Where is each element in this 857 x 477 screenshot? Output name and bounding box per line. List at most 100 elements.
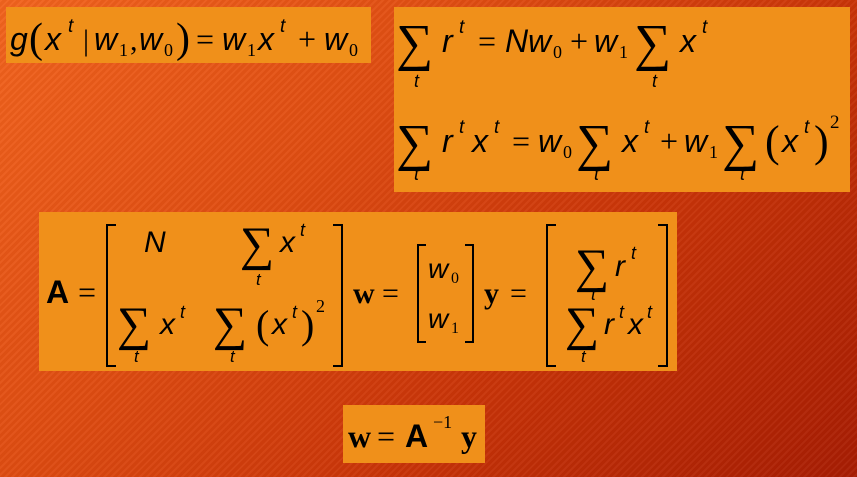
math-symbol-eq: =	[78, 274, 96, 310]
math-symbol-r: r	[442, 123, 454, 159]
solution-box	[343, 405, 485, 463]
math-symbol-y: y	[461, 418, 477, 454]
math-symbol-sigma: ∑	[396, 15, 433, 72]
math-symbol-one: 1	[619, 42, 628, 62]
math-symbol-x: x	[43, 21, 62, 57]
math-symbol-sigma: ∑	[117, 298, 151, 351]
math-symbol-w: w	[222, 21, 247, 57]
math-symbol-t: t	[619, 302, 625, 322]
math-symbol-x: x	[158, 308, 176, 341]
math-symbol-x: x	[270, 308, 288, 341]
math-symbol-eq: =	[510, 277, 527, 310]
math-symbol-t: t	[414, 71, 420, 91]
math-symbol-eq: =	[196, 21, 214, 57]
math-symbol-t: t	[280, 16, 286, 37]
math-symbol-t: t	[581, 347, 587, 366]
math-symbol-two: 2	[316, 296, 325, 316]
math-symbol-g: g	[10, 21, 28, 57]
matrix-A-left-bracket	[106, 224, 116, 367]
math-symbol-eq: =	[377, 418, 395, 454]
math-symbol-t: t	[740, 164, 746, 184]
math-symbol-one: 1	[247, 40, 256, 60]
math-symbol-w: w	[348, 418, 371, 454]
vector-y-definition: y = ∑ t r t ∑ t r t x t	[484, 224, 668, 367]
math-symbol-t: t	[702, 17, 708, 38]
math-symbol-w: w	[428, 253, 450, 284]
math-symbol-lparen: (	[29, 16, 43, 62]
math-symbol-t: t	[180, 302, 186, 322]
math-symbol-t: t	[230, 347, 236, 366]
math-symbol-one: 1	[119, 40, 128, 60]
math-symbol-x: x	[780, 123, 799, 159]
math-symbol-sigma: ∑	[634, 15, 671, 72]
vector-w-right-bracket	[465, 244, 474, 343]
math-symbol-sigma: ∑	[240, 218, 274, 271]
math-symbol-y: y	[484, 277, 499, 310]
math-symbol-N: N	[144, 226, 166, 259]
math-symbol-x: x	[678, 23, 697, 59]
math-symbol-zero: 0	[451, 270, 459, 287]
math-symbol-sigma: ∑	[565, 298, 599, 351]
math-symbol-t: t	[647, 302, 653, 322]
math-symbol-w: w	[353, 277, 375, 310]
math-symbol-zero: 0	[553, 42, 562, 62]
math-symbol-sigma: ∑	[575, 240, 609, 293]
math-symbol-plus: +	[660, 123, 678, 159]
matrix-A-definition: A = N ∑ t x t ∑ t x t ∑ t ( x t ) 2	[46, 218, 343, 367]
math-symbol-sigma: ∑	[722, 115, 759, 172]
math-symbol-eq: =	[512, 123, 530, 159]
model-equation-box	[6, 7, 371, 63]
math-symbol-rparen: )	[176, 16, 190, 62]
math-symbol-zero: 0	[563, 142, 572, 162]
math-symbol-x: x	[470, 123, 489, 159]
normal-equations-box	[394, 7, 850, 192]
math-symbol-rparen: )	[814, 117, 829, 166]
math-symbol-w: w	[594, 23, 619, 59]
math-symbol-x: x	[620, 123, 639, 159]
math-symbol-sigma: ∑	[396, 115, 433, 172]
vector-w-definition: w = w 0 w 1	[353, 244, 474, 343]
math-symbol-x: x	[278, 226, 296, 259]
math-symbol-t: t	[256, 270, 262, 289]
math-symbol-A: A	[46, 274, 69, 310]
math-symbol-r: r	[604, 308, 615, 341]
math-symbol-zero: 0	[164, 40, 173, 60]
math-symbol-t: t	[652, 71, 658, 91]
math-symbol-t: t	[134, 347, 140, 366]
vector-w-left-bracket	[417, 244, 426, 343]
math-symbol-r: r	[615, 250, 626, 283]
math-symbol-w: w	[139, 21, 164, 57]
math-symbol-r: r	[442, 23, 454, 59]
matrix-definitions-box	[39, 212, 677, 371]
math-symbol-lparen: (	[765, 117, 780, 166]
math-symbol-w: w	[324, 21, 349, 57]
math-symbol-w: w	[94, 21, 119, 57]
math-symbol-t: t	[644, 117, 650, 138]
math-symbol-inv: −1	[433, 412, 452, 432]
math-symbol-t: t	[631, 243, 637, 263]
math-symbol-comma: ,	[130, 24, 138, 57]
math-symbol-x: x	[626, 308, 644, 341]
math-symbol-w: w	[538, 123, 563, 159]
math-symbol-one: 1	[709, 142, 718, 162]
math-symbol-w: w	[428, 303, 450, 334]
math-symbol-plus: +	[570, 23, 588, 59]
math-symbol-sigma: ∑	[213, 298, 247, 351]
math-symbol-t: t	[459, 117, 465, 138]
math-symbol-bar: |	[83, 24, 89, 57]
math-symbol-two: 2	[830, 112, 840, 133]
math-symbol-sigma: ∑	[576, 115, 613, 172]
math-symbol-x: x	[256, 21, 275, 57]
math-symbol-t: t	[300, 220, 306, 240]
math-symbol-w: w	[528, 23, 553, 59]
math-symbol-t: t	[459, 17, 465, 38]
math-symbol-w: w	[684, 123, 709, 159]
math-symbol-zero: 0	[349, 40, 358, 60]
math-symbol-N: N	[505, 23, 529, 59]
math-symbol-t: t	[292, 302, 298, 322]
math-symbol-rparen: )	[301, 302, 314, 347]
math-symbol-eq: =	[382, 277, 399, 310]
math-symbol-lparen: (	[256, 302, 269, 347]
math-symbol-plus: +	[298, 21, 316, 57]
